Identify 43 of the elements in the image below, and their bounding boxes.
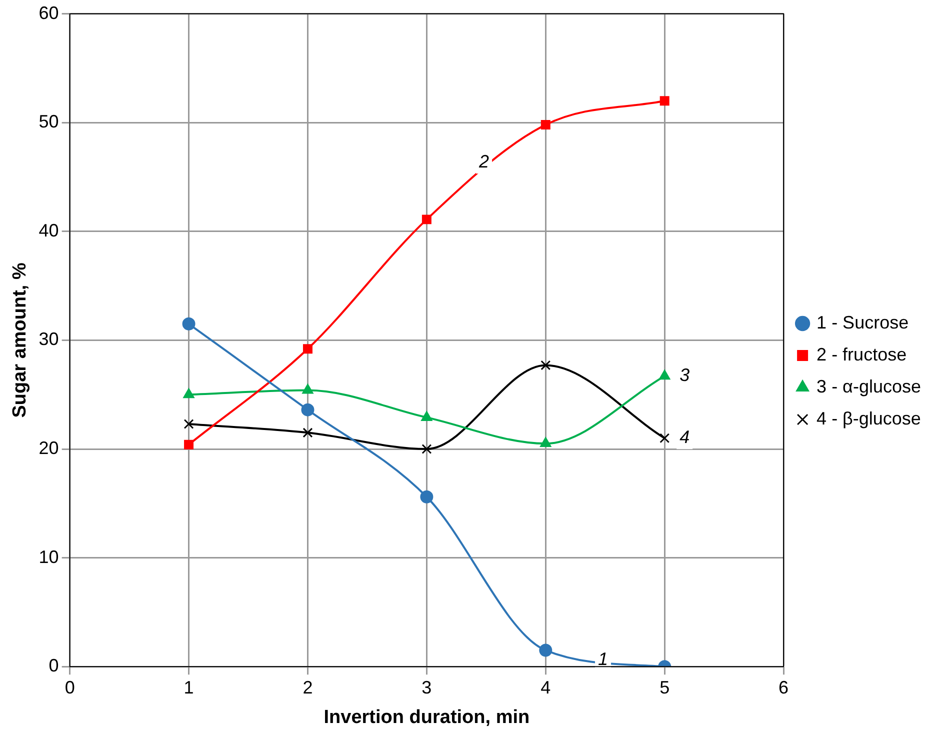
- x-tick-label: 3: [422, 677, 432, 698]
- point: [184, 418, 194, 429]
- y-tick-label: 40: [38, 220, 59, 240]
- point: [422, 214, 432, 224]
- point: [660, 433, 670, 444]
- point: [302, 344, 312, 354]
- y-tick-label: 50: [38, 112, 59, 132]
- legend-label: 2 - fructose: [816, 344, 907, 364]
- point: [540, 360, 551, 370]
- x-tick-label: 2: [302, 677, 313, 698]
- point: [183, 388, 194, 398]
- point: [184, 440, 194, 450]
- point: [420, 410, 432, 421]
- y-tick-label: 10: [38, 546, 59, 567]
- x-tick-label: 0: [64, 677, 75, 698]
- point: [540, 120, 550, 130]
- point: [540, 437, 552, 448]
- annotation: 4: [680, 427, 690, 448]
- point: [422, 444, 432, 454]
- legend-label: 1 - Sucrose: [816, 312, 909, 332]
- point: [660, 96, 670, 106]
- point: [420, 490, 434, 504]
- legend-label: 4 - β-glucose: [816, 408, 921, 428]
- x-tick-label: 6: [778, 677, 789, 698]
- y-axis-title: Sugar amount, %: [10, 262, 31, 418]
- annotation: 3: [680, 365, 690, 386]
- x-tick-label: 4: [540, 677, 551, 698]
- x-tick-label: 5: [660, 677, 670, 698]
- x-axis-title: Invertion duration, min: [324, 706, 530, 728]
- y-tick-label: 20: [38, 438, 59, 458]
- point: [302, 428, 313, 438]
- x-tick-label: 1: [184, 677, 194, 698]
- y-tick-label: 60: [38, 2, 59, 23]
- point: [302, 384, 314, 394]
- legend-label: 3 - α-glucose: [816, 376, 922, 396]
- point: [182, 317, 196, 330]
- y-tick-label: 30: [38, 329, 59, 350]
- point: [301, 403, 314, 416]
- point: [658, 370, 670, 380]
- annotation: 1: [598, 649, 608, 670]
- annotation: 2: [478, 152, 490, 172]
- y-tick-label: 0: [48, 656, 59, 676]
- point: [539, 644, 552, 657]
